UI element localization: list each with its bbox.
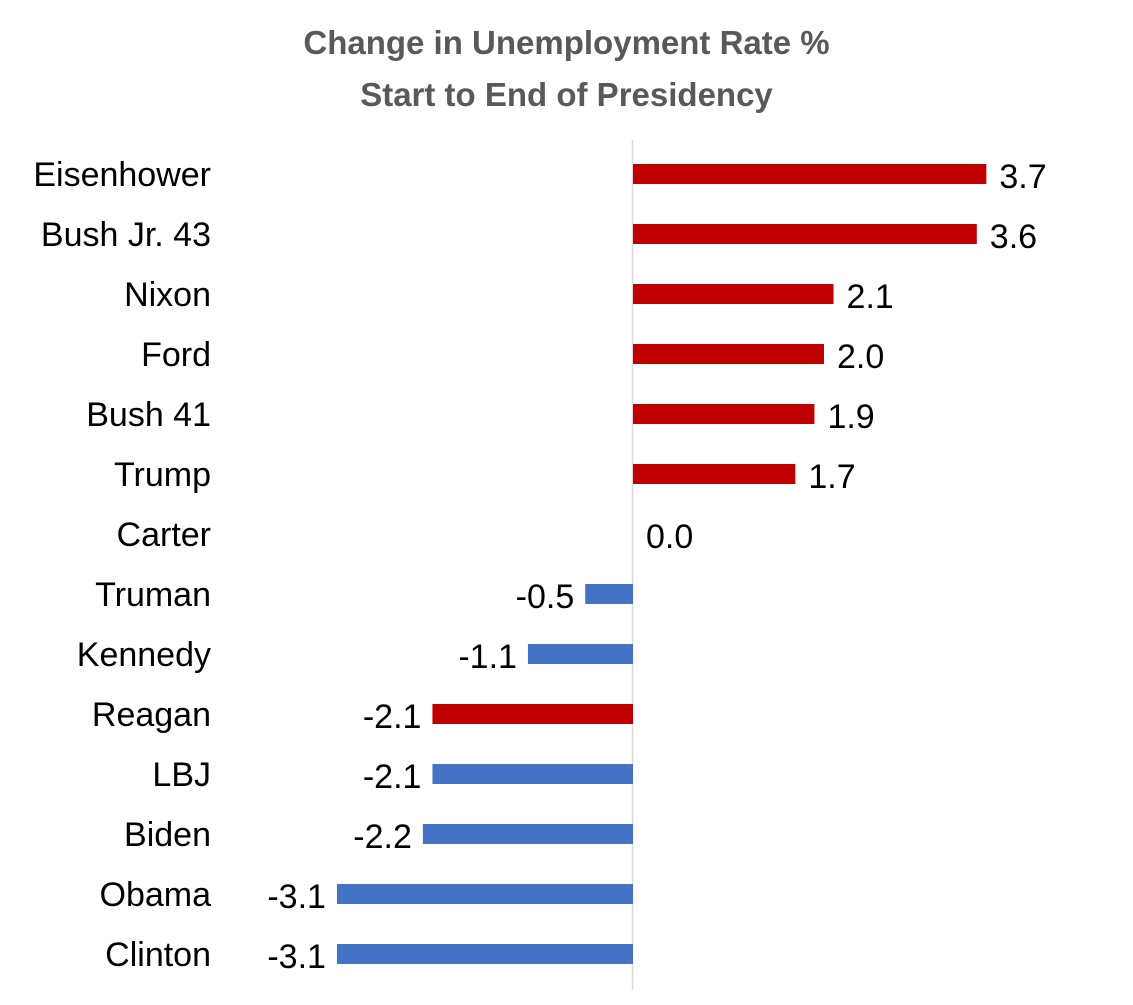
bar bbox=[633, 344, 824, 364]
data-label: -1.1 bbox=[458, 638, 517, 676]
category-label: Trump bbox=[114, 456, 211, 494]
data-label: -2.2 bbox=[353, 818, 412, 856]
category-label: Kennedy bbox=[77, 636, 211, 674]
bar bbox=[527, 644, 633, 664]
category-label: Bush Jr. 43 bbox=[41, 216, 211, 254]
category-label: LBJ bbox=[152, 756, 211, 794]
category-label: Eisenhower bbox=[33, 156, 211, 194]
chart-title: Change in Unemployment Rate % bbox=[303, 24, 830, 61]
data-label: -3.1 bbox=[267, 878, 326, 916]
category-label: Bush 41 bbox=[86, 396, 211, 434]
bar bbox=[633, 224, 977, 244]
bar bbox=[633, 284, 834, 304]
bar bbox=[432, 764, 633, 784]
category-label: Truman bbox=[95, 576, 211, 614]
category-label: Obama bbox=[100, 876, 212, 914]
category-label: Ford bbox=[141, 336, 211, 374]
chart-subtitle: Start to End of Presidency bbox=[360, 76, 773, 113]
data-label: 1.7 bbox=[808, 458, 855, 496]
data-label: 3.7 bbox=[999, 158, 1046, 196]
bar bbox=[336, 944, 633, 964]
bar bbox=[585, 584, 633, 604]
data-label: -0.5 bbox=[516, 578, 575, 616]
bar bbox=[633, 464, 796, 484]
category-label: Reagan bbox=[92, 696, 211, 734]
bar bbox=[336, 884, 633, 904]
data-label: 3.6 bbox=[990, 218, 1037, 256]
bar bbox=[422, 824, 633, 844]
bar bbox=[633, 404, 815, 424]
data-label: 0.0 bbox=[646, 518, 693, 556]
category-label: Clinton bbox=[105, 936, 211, 974]
category-label: Nixon bbox=[124, 276, 211, 314]
data-label: -3.1 bbox=[267, 938, 326, 976]
bar bbox=[432, 704, 633, 724]
data-label: -2.1 bbox=[363, 758, 422, 796]
category-label: Biden bbox=[124, 816, 211, 854]
data-label: 2.1 bbox=[847, 278, 894, 316]
category-label: Carter bbox=[117, 516, 211, 554]
bar bbox=[633, 164, 987, 184]
data-label: 2.0 bbox=[837, 338, 884, 376]
data-label: -2.1 bbox=[363, 698, 422, 736]
data-label: 1.9 bbox=[827, 398, 874, 436]
